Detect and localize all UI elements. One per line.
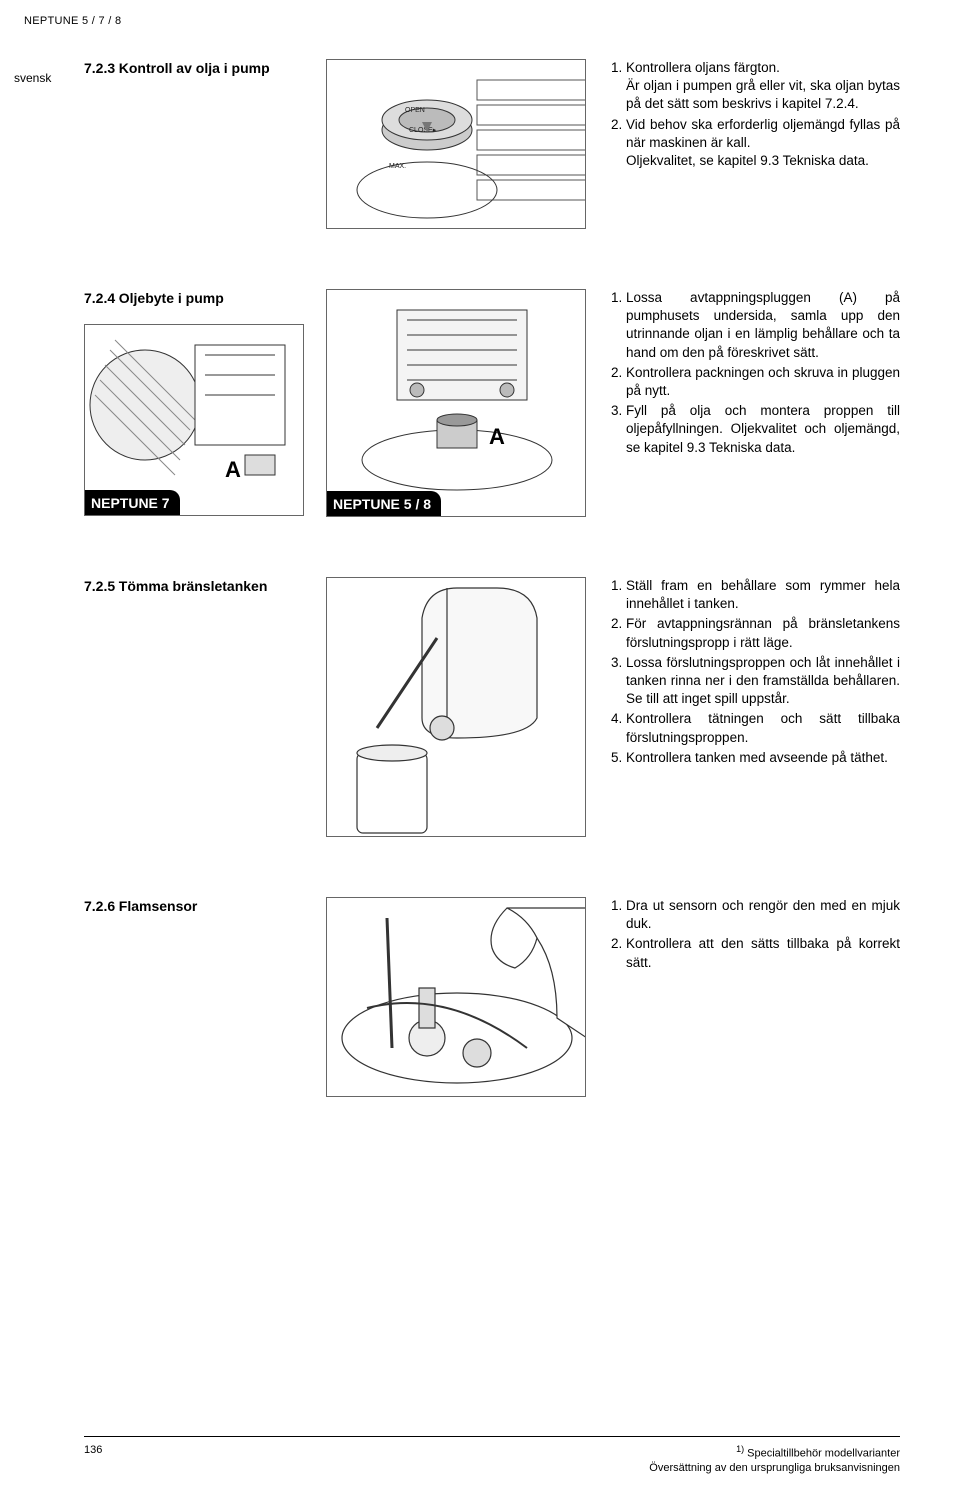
body-724: Lossa avtappningspluggen (A) på pumphuse… — [608, 289, 900, 517]
figure-726 — [326, 897, 586, 1097]
body-723: Kontrollera oljans färgton. Är oljan i p… — [608, 59, 900, 229]
heading-num: 7.2.6 — [84, 898, 115, 914]
heading-724-col: 7.2.4 Oljebyte i pump — [84, 289, 304, 517]
heading-num: 7.2.3 — [84, 60, 115, 76]
figure-box: OPEN CLOSE▸ MAX. — [326, 59, 586, 229]
svg-text:OPEN: OPEN — [405, 107, 425, 114]
marker-a-icon: A — [489, 422, 505, 452]
footer-line-2: Översättning av den ursprungliga bruksan… — [649, 1461, 900, 1476]
marker-a-icon: A — [225, 455, 241, 485]
section-723: 7.2.3 Kontroll av olja i pump — [84, 59, 900, 229]
page-number: 136 — [84, 1443, 102, 1476]
section-724: 7.2.4 Oljebyte i pump — [84, 289, 900, 517]
section-725: 7.2.5 Tömma bränsletanken S — [84, 577, 900, 837]
language-label: svensk — [14, 70, 51, 86]
figure-box — [326, 897, 586, 1097]
body-item: Fyll på olja och montera proppen till ol… — [626, 402, 900, 457]
heading-text: Flamsensor — [119, 898, 198, 914]
body-item: Lossa avtappningspluggen (A) på pumphuse… — [626, 289, 900, 362]
body-726: Dra ut sensorn och rengör den med en mju… — [608, 897, 900, 1097]
oil-cap-illustration: OPEN CLOSE▸ MAX. — [327, 60, 586, 229]
heading-text: Tömma bränsletanken — [119, 578, 268, 594]
footnote-marker: 1) — [736, 1444, 744, 1454]
figure-caption: NEPTUNE 7 — [85, 490, 180, 515]
page-content: 7.2.3 Kontroll av olja i pump — [0, 29, 960, 1097]
svg-text:CLOSE▸: CLOSE▸ — [409, 127, 437, 134]
header-model: NEPTUNE 5 / 7 / 8 — [0, 0, 960, 29]
svg-text:MAX.: MAX. — [389, 163, 406, 170]
body-item: För avtappningsrännan på bränsletankens … — [626, 615, 900, 651]
body-item: Lossa förslutningsproppen och låt innehå… — [626, 654, 900, 709]
figure-723: OPEN CLOSE▸ MAX. — [326, 59, 586, 229]
figure-724-right-col: A NEPTUNE 5 / 8 — [326, 289, 586, 517]
section-726: 7.2.6 Flamsensor — [84, 897, 900, 1097]
pump-neptune7-illustration — [85, 325, 304, 516]
figure-caption: NEPTUNE 5 / 8 — [327, 491, 441, 516]
pump-neptune58-illustration — [327, 290, 586, 517]
heading-725: 7.2.5 Tömma bränsletanken — [84, 577, 304, 837]
footer-row: 136 1) Specialtillbehör modellvarianter … — [84, 1443, 900, 1476]
flame-sensor-illustration — [327, 898, 586, 1097]
body-item: Dra ut sensorn och rengör den med en mju… — [626, 897, 900, 933]
figure-box — [326, 577, 586, 837]
heading-num: 7.2.5 — [84, 578, 115, 594]
body-725: Ställ fram en behållare som rymmer hela … — [608, 577, 900, 837]
figure-725 — [326, 577, 586, 837]
body-item: Kontrollera packningen och skruva in plu… — [626, 364, 900, 400]
body-item: Kontrollera att den sätts tillbaka på ko… — [626, 935, 900, 971]
heading-724: 7.2.4 Oljebyte i pump — [84, 289, 304, 308]
footer-rule — [84, 1436, 900, 1437]
figure-724-left: A NEPTUNE 7 — [84, 324, 304, 516]
page-footer: 136 1) Specialtillbehör modellvarianter … — [0, 1436, 960, 1476]
body-item: Ställ fram en behållare som rymmer hela … — [626, 577, 900, 613]
body-item: Vid behov ska erforderlig oljemängd fyll… — [626, 116, 900, 171]
body-text: Vid behov ska erforderlig oljemängd fyll… — [626, 117, 900, 150]
footer-right: 1) Specialtillbehör modellvarianter Över… — [649, 1443, 900, 1476]
heading-726: 7.2.6 Flamsensor — [84, 897, 304, 1097]
body-text: Kontrollera oljans färgton. — [626, 60, 780, 75]
fuel-tank-illustration — [327, 578, 586, 837]
body-item: Kontrollera tanken med avseende på täthe… — [626, 749, 900, 767]
heading-num: 7.2.4 — [84, 290, 115, 306]
body-text: Är oljan i pumpen grå eller vit, ska olj… — [626, 77, 900, 113]
body-item: Kontrollera oljans färgton. Är oljan i p… — [626, 59, 900, 114]
heading-723: 7.2.3 Kontroll av olja i pump — [84, 59, 304, 229]
heading-text: Oljebyte i pump — [119, 290, 224, 306]
body-text: Oljekvalitet, se kapitel 9.3 Tekniska da… — [626, 152, 900, 170]
footer-line-1: 1) Specialtillbehör modellvarianter — [649, 1443, 900, 1462]
heading-text: Kontroll av olja i pump — [119, 60, 270, 76]
body-item: Kontrollera tätningen och sätt tillbaka … — [626, 710, 900, 746]
figure-724-right: A NEPTUNE 5 / 8 — [326, 289, 586, 517]
footer-text: Specialtillbehör modellvarianter — [747, 1447, 900, 1459]
